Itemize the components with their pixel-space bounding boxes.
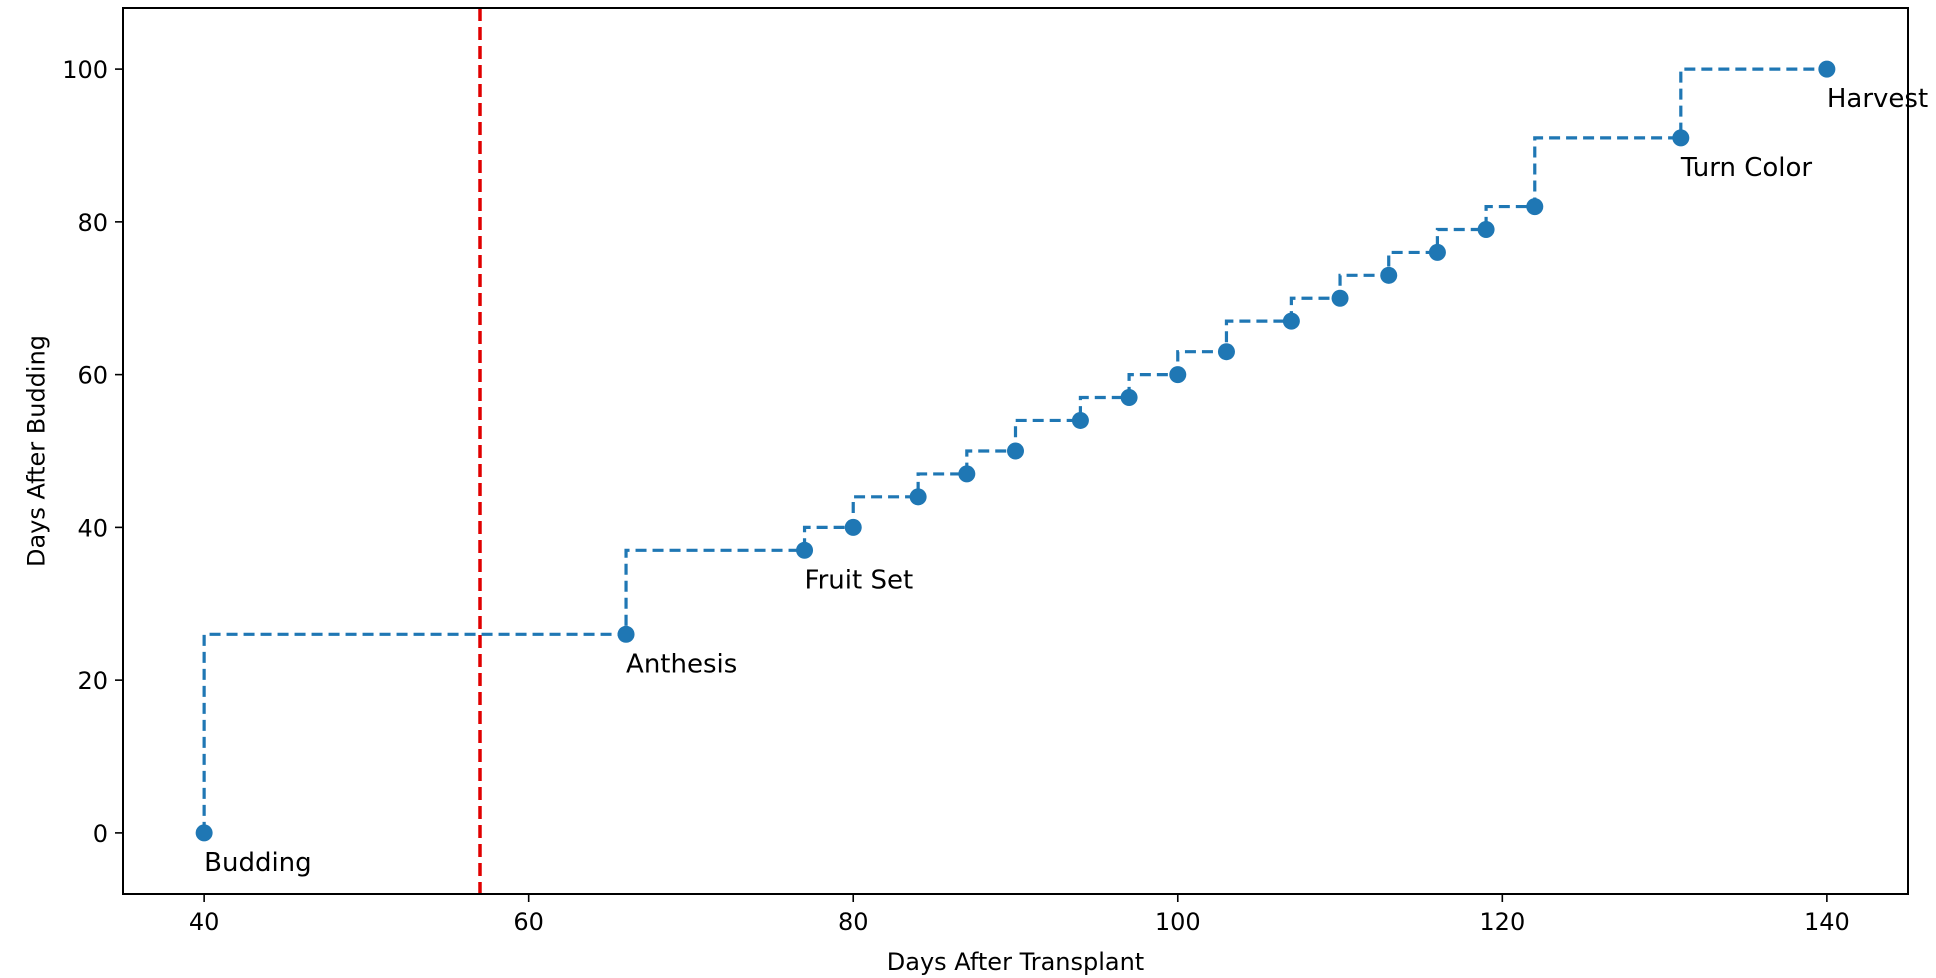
data-point <box>195 824 213 842</box>
x-axis-ticks: 40 60 80 100 120 140 <box>189 894 1850 936</box>
y-tick-label: 40 <box>77 514 108 542</box>
x-tick-label: 40 <box>189 908 220 936</box>
annotation-label: Fruit Set <box>805 565 914 595</box>
x-tick-label: 80 <box>838 908 869 936</box>
data-point <box>1818 60 1836 78</box>
data-point <box>1007 442 1024 460</box>
x-tick-label: 120 <box>1479 908 1525 936</box>
data-point <box>1120 389 1138 407</box>
x-tick-label: 100 <box>1155 908 1201 936</box>
data-point <box>1526 198 1544 216</box>
data-point <box>1169 366 1187 384</box>
data-point <box>1672 129 1690 147</box>
y-tick-label: 100 <box>62 56 108 84</box>
annotation-label: Turn Color <box>1680 153 1813 183</box>
data-point <box>1282 312 1300 330</box>
x-tick-label: 60 <box>513 908 544 936</box>
data-point <box>1217 343 1235 361</box>
y-tick-label: 20 <box>77 667 108 695</box>
y-tick-label: 0 <box>93 820 108 848</box>
data-point <box>1477 221 1495 238</box>
data-point <box>1071 411 1089 429</box>
data-point <box>1428 243 1446 261</box>
annotation-label: Budding <box>204 848 312 878</box>
points-layer <box>195 60 1836 842</box>
data-point <box>796 541 814 559</box>
y-axis-label: Days After Budding <box>22 335 50 567</box>
annotation-layer: Budding Anthesis Fruit Set Turn Color Harves… <box>204 84 1928 878</box>
data-point <box>1331 289 1349 307</box>
data-point <box>1380 266 1398 284</box>
x-axis-label: Days After Transplant <box>887 948 1144 976</box>
data-point <box>844 518 862 536</box>
annotation-label: Harvest <box>1827 84 1928 114</box>
data-point <box>909 488 927 506</box>
y-tick-label: 80 <box>77 209 108 237</box>
x-tick-label: 140 <box>1804 908 1850 936</box>
data-point <box>617 625 635 643</box>
y-axis-ticks: 0 20 40 60 80 100 <box>62 56 123 848</box>
plot-frame <box>122 7 1909 895</box>
y-tick-label: 60 <box>77 362 108 390</box>
annotation-label: Anthesis <box>626 649 737 679</box>
data-point <box>958 465 976 483</box>
